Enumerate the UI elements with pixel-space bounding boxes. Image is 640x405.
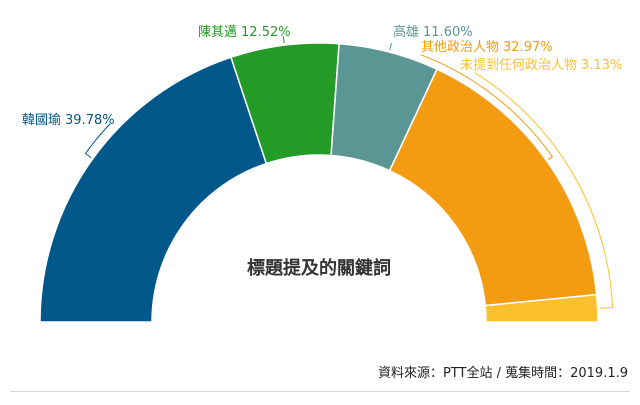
leader-line-4 xyxy=(420,54,554,161)
data-label-5: 未提到任何政治人物 3.13% xyxy=(460,57,622,73)
source-note: 資料來源：PTT全站 / 蒐集時間：2019.1.9 xyxy=(377,366,628,381)
leader-line-1 xyxy=(84,123,111,159)
leader-line-2 xyxy=(282,36,285,44)
data-label-value: 32.97% xyxy=(503,40,553,55)
segments-group xyxy=(39,42,599,323)
chart-title: 標題提及的關鍵詞 xyxy=(247,257,391,279)
donut-segment-5 xyxy=(484,293,599,323)
data-label-value: 12.52% xyxy=(241,25,291,40)
data-label-3: 高雄 11.60% xyxy=(393,24,473,40)
data-label-category: 陳其邁 xyxy=(198,25,237,40)
data-label-category: 其他政治人物 xyxy=(421,40,499,55)
data-label-4: 其他政治人物 32.97% xyxy=(421,40,553,55)
data-label-category: 未提到任何政治人物 xyxy=(460,57,577,73)
leader-line-5 xyxy=(474,72,614,309)
data-label-category: 韓國瑜 xyxy=(22,113,61,128)
leader-line-3 xyxy=(389,43,392,51)
data-label-value: 11.60% xyxy=(423,25,473,40)
data-label-value: 39.78% xyxy=(65,113,115,128)
data-label-2: 陳其邁 12.52% xyxy=(198,25,291,40)
data-label-1: 韓國瑜 39.78% xyxy=(22,113,115,128)
donut-segment-1 xyxy=(39,56,268,323)
donut-segment-4 xyxy=(388,68,598,307)
data-label-category: 高雄 xyxy=(393,24,419,40)
data-label-value: 3.13% xyxy=(581,58,622,73)
leader-lines-group xyxy=(84,36,614,309)
data-labels-group: 韓國瑜 39.78% 陳其邁 12.52% 高雄 11.60%其他政治人物 32.97% 未提… xyxy=(22,24,622,128)
divider xyxy=(10,391,630,392)
